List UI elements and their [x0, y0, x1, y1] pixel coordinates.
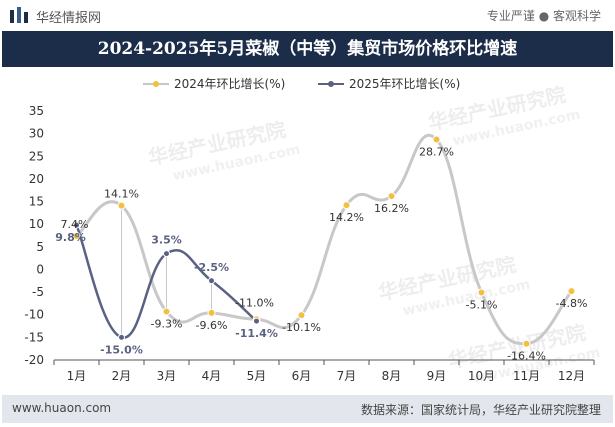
- series-2025-point: [253, 317, 260, 325]
- series-2024-data-label: 16.2%: [374, 202, 409, 215]
- y-tick-label: 5: [36, 240, 44, 254]
- x-tick-label: 1月: [67, 369, 87, 383]
- y-tick-label: -20: [24, 353, 44, 367]
- x-tick-label: 10月: [468, 369, 495, 383]
- series-2024-data-label: 14.1%: [104, 188, 139, 201]
- series-2025-data-label: 3.5%: [151, 234, 182, 247]
- x-tick-label: 9月: [427, 369, 447, 383]
- series-2024-data-label: -9.3%: [151, 318, 183, 331]
- slogan: 专业严谨 ● 客观科学: [486, 9, 601, 23]
- series-2024-point: [162, 307, 171, 316]
- series-2024-data-label: 14.2%: [329, 211, 364, 224]
- series-2024-point: [522, 339, 531, 348]
- x-tick-label: 6月: [292, 369, 312, 383]
- y-tick-label: 35: [29, 104, 44, 118]
- series-2025-point: [73, 221, 80, 229]
- x-tick-label: 5月: [247, 369, 267, 383]
- series-2024-data-label: -11.0%: [235, 296, 274, 309]
- site-name: 华经情报网: [36, 11, 102, 26]
- series-2025-data-label: -2.5%: [194, 261, 229, 274]
- top-bar: 华经情报网 专业严谨 ● 客观科学: [0, 0, 615, 30]
- y-tick-label: 20: [29, 172, 44, 186]
- footer-website[interactable]: www.huaon.com: [12, 401, 112, 415]
- series-2024-data-label: -16.4%: [507, 350, 546, 363]
- logo-icon: [10, 7, 28, 23]
- y-tick-label: -5: [32, 285, 44, 299]
- series-2024-point: [297, 311, 306, 320]
- x-tick-label: 3月: [157, 369, 177, 383]
- series-2024-point: [207, 308, 216, 317]
- series-2024-data-label: 7.4%: [61, 218, 89, 231]
- x-tick-label: 7月: [337, 369, 357, 383]
- series-2024-point: [477, 288, 486, 297]
- series-2025-point: [208, 277, 215, 285]
- series-2024-data-label: -9.6%: [196, 319, 228, 332]
- series-2024-point: [72, 231, 81, 240]
- x-tick-label: 11月: [513, 369, 540, 383]
- legend-2025-label: 2025年环比增长(%): [349, 77, 460, 91]
- series-2024-data-label: -10.1%: [282, 321, 321, 334]
- series-2025-point: [118, 333, 125, 341]
- legend-2025-swatch-marker: [328, 81, 334, 87]
- series-2025-line: [75, 224, 258, 339]
- series-2024-point: [387, 192, 396, 201]
- series-2025-data-label: -15.0%: [100, 343, 143, 356]
- y-tick-label: 30: [29, 127, 44, 141]
- chart-title: 2024-2025年5月菜椒（中等）集贸市场价格环比增速: [2, 31, 613, 67]
- x-tick-label: 8月: [382, 369, 402, 383]
- series-2024-point: [567, 287, 576, 296]
- y-tick-label: -15: [24, 330, 44, 344]
- y-tick-label: 25: [29, 149, 44, 163]
- y-tick-label: 15: [29, 195, 44, 209]
- series-2024-data-label: -4.8%: [556, 297, 588, 310]
- y-tick-label: -10: [24, 308, 44, 322]
- series-2024-point: [117, 201, 126, 210]
- footer-source: 数据来源：国家统计局，华经产业研究院整理: [360, 403, 601, 417]
- y-tick-label: 10: [29, 217, 44, 231]
- series-2025-point: [163, 250, 170, 258]
- legend-2024-label: 2024年环比增长(%): [174, 77, 285, 91]
- legend-2024-swatch-marker: [153, 81, 159, 87]
- series-2024-data-label: -5.1%: [466, 299, 498, 312]
- series-2024-point: [432, 135, 441, 144]
- x-tick-label: 2月: [112, 369, 132, 383]
- series-2024-point: [342, 201, 351, 210]
- footer: www.huaon.com 数据来源：国家统计局，华经产业研究院整理: [2, 395, 613, 423]
- x-tick-label: 4月: [202, 369, 222, 383]
- y-tick-label: 0: [36, 262, 44, 276]
- x-tick-label: 12月: [558, 369, 585, 383]
- series-2024-data-label: 28.7%: [419, 146, 454, 159]
- series-2025-data-label: 9.8%: [55, 231, 86, 244]
- series-2025-data-label: -11.4%: [235, 327, 278, 340]
